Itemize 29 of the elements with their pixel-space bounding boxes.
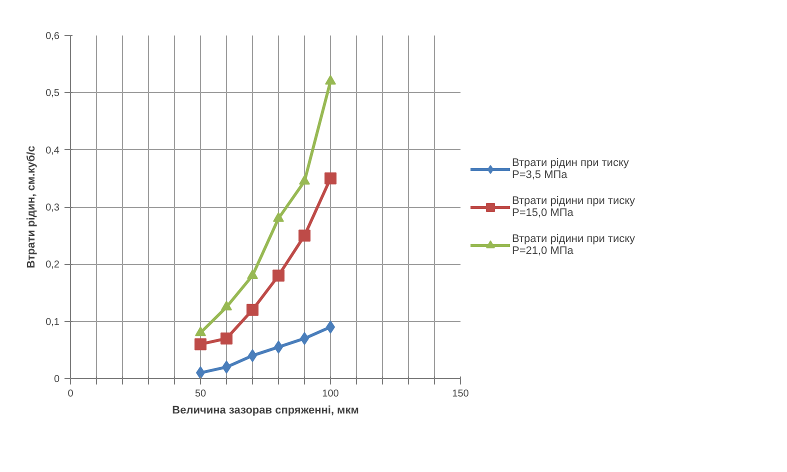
x-axis-title: Величина зазорав спряженні, мкм — [172, 404, 359, 416]
point — [247, 269, 258, 279]
point — [298, 230, 310, 242]
point — [194, 338, 206, 350]
y-tick-label: 0,4 — [46, 145, 60, 156]
point — [220, 332, 232, 344]
point — [196, 366, 205, 378]
point — [273, 212, 284, 222]
x-tick-label: 50 — [194, 388, 206, 400]
y-tick-label: 0,5 — [46, 88, 60, 100]
y-tick-label: 0,3 — [46, 202, 60, 214]
point — [221, 300, 232, 310]
point — [246, 304, 258, 316]
y-axis-title: Втрати рідин, см.куб/с — [26, 146, 38, 268]
y-tick-label: 0,6 — [46, 31, 60, 42]
point — [195, 326, 206, 336]
x-tick-label: 0 — [68, 388, 74, 400]
legend-label: Втрати рідин при тиску P=3,5 МПа — [512, 156, 629, 180]
legend-label: Втрати рідини при тиску P=21,0 МПа — [512, 232, 636, 256]
x-tick-label: 150 — [452, 388, 470, 400]
point — [272, 270, 284, 282]
y-tick-label: 0,2 — [46, 260, 60, 271]
y-tick-label: 0,1 — [46, 316, 60, 328]
point — [324, 172, 336, 184]
y-tick-label: 0 — [54, 374, 60, 385]
point — [325, 74, 336, 85]
point — [299, 175, 310, 185]
legend-label: Втрати рідини при тиску P=15,0 МПа — [512, 194, 636, 218]
x-tick-label: 100 — [322, 388, 340, 400]
